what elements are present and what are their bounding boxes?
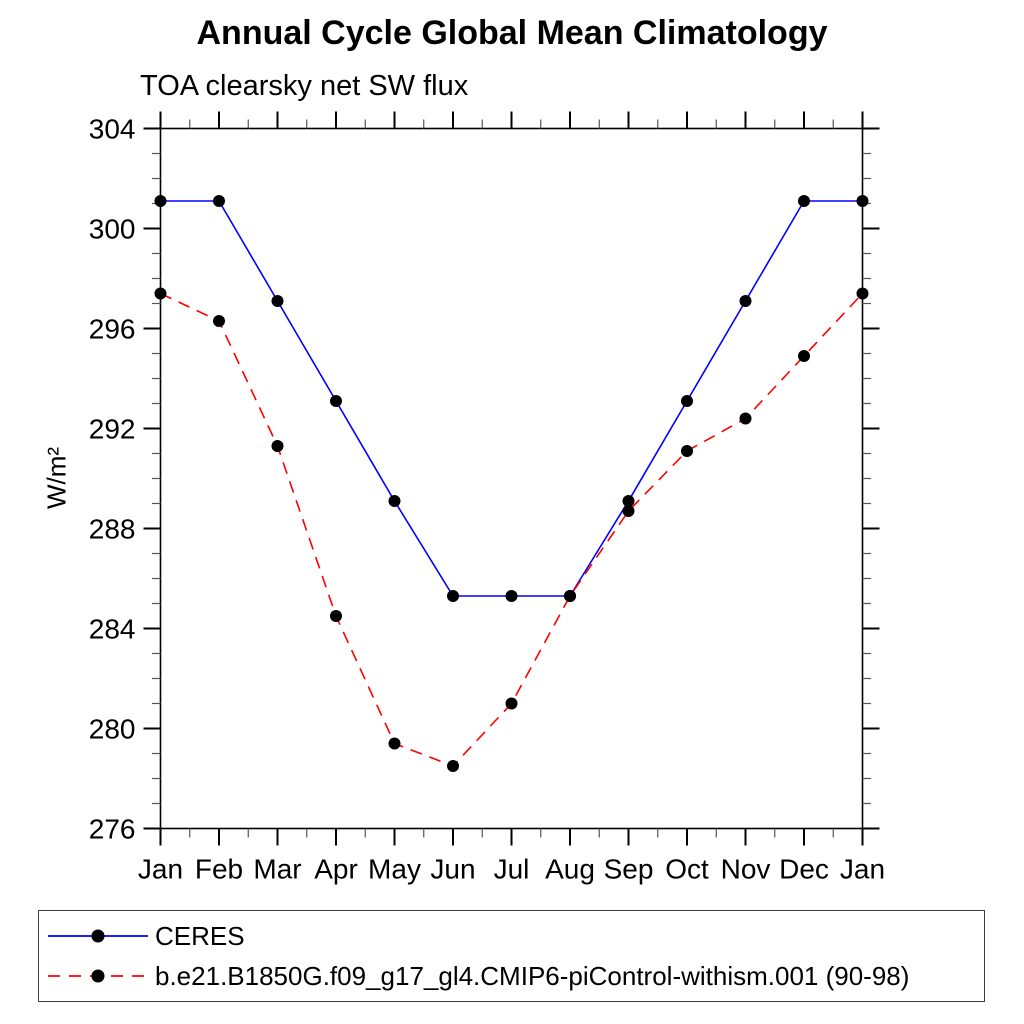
- plot-area: 276 280 284 288 292 296 300 304 Jan Feb Mar Apr May J…: [89, 111, 885, 885]
- legend-label-model: b.e21.B1850G.f09_g17_gl4.CMIP6-piControl…: [155, 960, 910, 991]
- ceres-data-point-oct-9: [681, 395, 693, 407]
- model-data-point-may-4: [388, 737, 401, 750]
- ceres-data-point-mar-2: [271, 295, 284, 307]
- chart-subtitle: TOA clearsky net SW flux: [140, 70, 469, 102]
- x-axis-tick-label: Oct: [665, 854, 709, 885]
- x-axis-tick-label: Jan: [138, 854, 183, 885]
- ceres-data-point-jan-12: [856, 195, 869, 207]
- y-axis-tick-label: 292: [89, 414, 136, 445]
- x-axis-tick-label: May: [368, 854, 421, 885]
- y-axis-tick-label: 280: [89, 714, 136, 745]
- y-axis-tick-label: 288: [89, 514, 136, 545]
- y-axis-tick-label: 300: [89, 214, 136, 245]
- x-axis-tick-label: Nov: [721, 854, 771, 885]
- legend-box: CERES b.e21.B1850G.f09_g17_gl4.CMIP6-piC…: [38, 910, 985, 1002]
- x-axis-tick-label: Jan: [840, 854, 885, 885]
- y-axis-tick-label: 296: [89, 314, 136, 345]
- x-axis-tick-label: Jun: [430, 854, 475, 885]
- x-axis-tick-label: Mar: [253, 854, 301, 885]
- model-data-point-jan-0: [154, 287, 167, 300]
- y-axis-tick-label: 276: [89, 814, 136, 845]
- y-axis-tick-label: 284: [89, 614, 136, 645]
- model-data-point-apr-3: [330, 610, 342, 622]
- model-data-point-nov-10: [739, 412, 752, 425]
- model-data-point-dec-11: [798, 350, 810, 362]
- y-axis-tick-label: 304: [89, 114, 136, 145]
- x-axis-tick-label: Sep: [604, 854, 654, 885]
- ceres-data-point-may-4: [388, 495, 401, 507]
- ceres-data-point-jan-0: [154, 195, 167, 207]
- model-data-point-feb-1: [213, 315, 225, 327]
- x-axis-tick-label: Feb: [195, 854, 243, 885]
- ceres-series-line: [160, 200, 863, 597]
- model-data-point-oct-9: [681, 445, 693, 457]
- ceres-data-point-sep-8: [622, 495, 635, 507]
- ceres-key-line: [48, 929, 148, 943]
- x-axis-tick-label: Jul: [494, 854, 530, 885]
- model-data-point-jul-6: [505, 697, 518, 710]
- model-key-line: [48, 969, 148, 983]
- ceres-data-point-jun-5: [447, 590, 459, 602]
- ceres-data-point-apr-3: [330, 395, 342, 407]
- legend-item-model: b.e21.B1850G.f09_g17_gl4.CMIP6-piControl…: [39, 959, 984, 993]
- ceres-data-point-nov-10: [739, 295, 752, 307]
- ceres-data-point-jul-6: [505, 590, 518, 602]
- chart-title: Annual Cycle Global Mean Climatology: [196, 14, 828, 52]
- x-axis-tick-label: Dec: [779, 854, 829, 885]
- model-data-point-jan-12: [856, 287, 869, 300]
- model-data-point-aug-7: [564, 590, 576, 602]
- ceres-data-point-dec-11: [798, 195, 810, 207]
- model-data-point-jun-5: [447, 760, 459, 772]
- model-series-line: [160, 292, 864, 767]
- legend-item-ceres: CERES: [39, 919, 984, 953]
- x-axis-tick-label: Aug: [545, 854, 595, 885]
- plot-border: [159, 127, 864, 830]
- legend-label-ceres: CERES: [155, 920, 245, 951]
- ceres-data-point-feb-1: [213, 195, 225, 207]
- model-data-point-sep-8: [622, 505, 635, 517]
- model-data-point-mar-2: [271, 440, 284, 452]
- x-axis-tick-label: Apr: [314, 854, 358, 885]
